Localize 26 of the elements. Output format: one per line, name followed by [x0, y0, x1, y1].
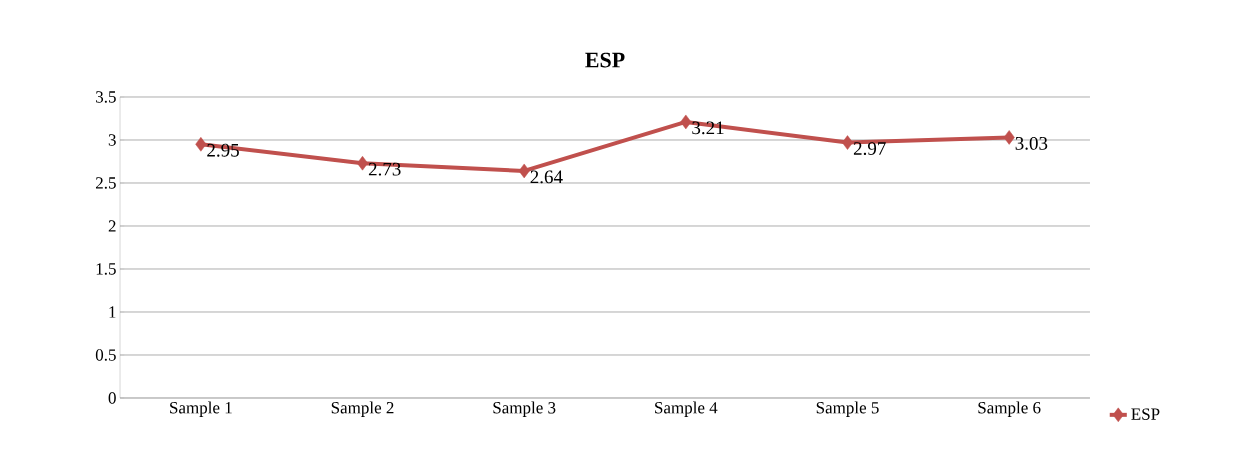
y-tick-label: 0: [108, 392, 116, 404]
y-tick-label: 2.5: [95, 177, 116, 189]
data-label: 2.73: [368, 162, 401, 176]
point: [842, 135, 853, 150]
point: [1003, 130, 1015, 145]
y-tick-label: 3: [108, 134, 116, 146]
x-tick-label: Sample 1: [170, 401, 232, 417]
point: [680, 114, 692, 130]
y-tick-label: 1: [109, 306, 116, 318]
data-label: 3.03: [1015, 136, 1048, 150]
y-tick-label: 2: [108, 220, 116, 232]
data-label: 2.97: [853, 142, 886, 155]
y-tick-label: 3.5: [96, 91, 116, 103]
y-tick-label: 0.5: [95, 349, 116, 361]
legend-label: ESP: [1131, 408, 1160, 420]
y-tick-label: 1.5: [96, 263, 116, 275]
data-label: 2.64: [530, 170, 563, 184]
point: [357, 155, 369, 171]
x-tick-label: Sample 2: [331, 401, 394, 417]
x-tick-label: Sample 6: [978, 401, 1041, 417]
point: [518, 163, 530, 179]
x-tick-label: Sample 4: [655, 401, 718, 417]
chart-title: ESP: [585, 52, 625, 68]
point: [195, 137, 207, 152]
x-tick-label: Sample 5: [816, 401, 879, 417]
x-tick-label: Sample 3: [493, 401, 556, 417]
